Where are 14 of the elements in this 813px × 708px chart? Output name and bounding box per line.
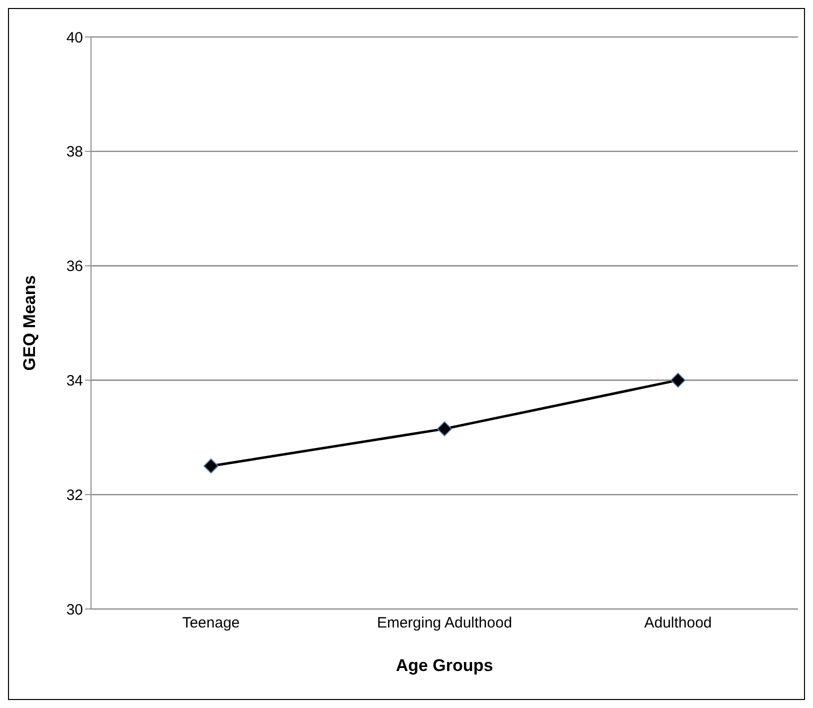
x-axis-title: Age Groups bbox=[396, 656, 494, 675]
point bbox=[437, 421, 452, 436]
x-tick-label: Emerging Adulthood bbox=[376, 614, 512, 632]
x-tick-label: Teenage bbox=[182, 614, 240, 632]
y-tick-label: 32 bbox=[66, 486, 83, 504]
point bbox=[670, 372, 686, 388]
point bbox=[204, 458, 218, 474]
x-tick-label: Adulthood bbox=[644, 614, 712, 632]
y-axis-title: GEQ Means bbox=[20, 275, 40, 371]
y-tick-label: 38 bbox=[66, 144, 83, 161]
y-tick-label: 34 bbox=[66, 372, 83, 390]
y-tick-label: 40 bbox=[66, 29, 83, 46]
y-tick-label: 36 bbox=[66, 258, 83, 276]
y-tick-label: 30 bbox=[66, 601, 83, 618]
